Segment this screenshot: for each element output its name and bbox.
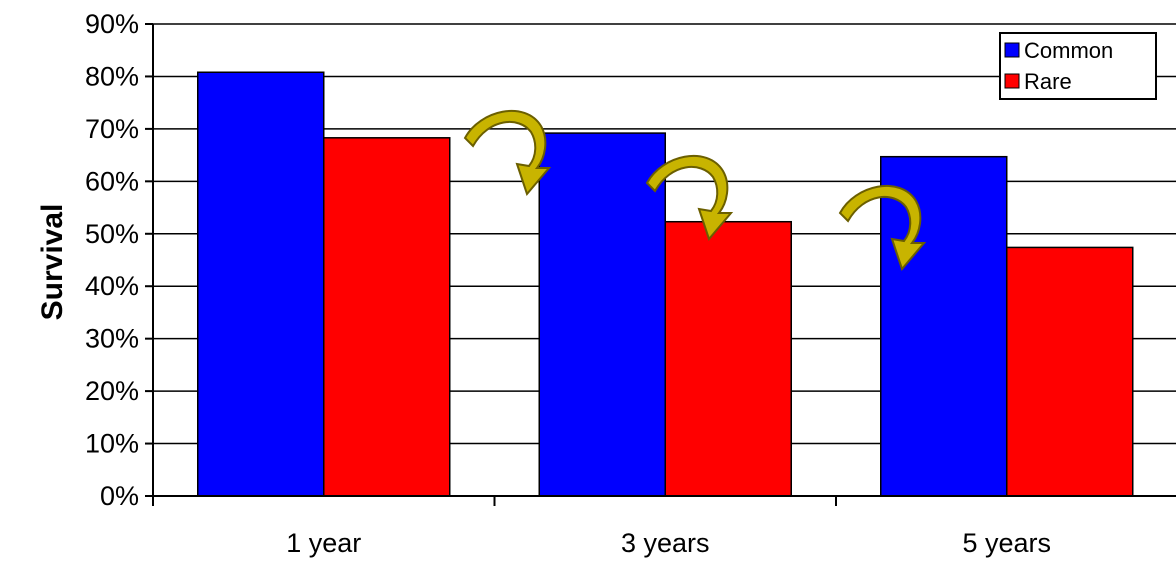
bar-rare-0 (323, 137, 451, 497)
x-axis-ticks: 1 year 3 years 5 years (152, 496, 1051, 558)
curved-arrow-icon (463, 110, 552, 197)
y-tick-label: 90% (85, 9, 139, 39)
bar-rare-2 (1006, 246, 1134, 497)
y-tick-label: 80% (85, 61, 139, 91)
y-tick-label: 0% (100, 481, 139, 511)
y-tick-label: 70% (85, 114, 139, 144)
x-tick-label: 1 year (286, 528, 361, 558)
y-tick-label: 40% (85, 271, 139, 301)
bars (197, 71, 1134, 497)
legend-label-common: Common (1024, 38, 1113, 63)
y-tick-label: 60% (85, 166, 139, 196)
curved-arrow-icon (645, 155, 734, 242)
annotation-arrows (463, 110, 927, 272)
bar-rare-1 (664, 220, 792, 497)
y-tick-label: 50% (85, 219, 139, 249)
bar-common-2 (880, 155, 1008, 497)
y-tick-label: 10% (85, 429, 139, 459)
legend-label-rare: Rare (1024, 69, 1072, 94)
x-tick-label: 5 years (962, 528, 1051, 558)
y-tick-label: 20% (85, 376, 139, 406)
legend-swatch-common (1004, 42, 1020, 58)
legend: Common Rare (999, 32, 1157, 100)
curved-arrow-icon (838, 185, 927, 272)
axes (152, 24, 1176, 497)
y-axis-ticks: 0% 10% 20% 30% 40% 50% 60% 70% 80% 90% (85, 9, 153, 511)
y-axis-label: Survival (36, 204, 69, 321)
x-tick-label: 3 years (621, 528, 710, 558)
y-tick-label: 30% (85, 324, 139, 354)
bar-common-1 (538, 132, 666, 497)
bar-common-0 (197, 71, 325, 497)
legend-swatch-rare (1004, 73, 1020, 89)
legend-box (999, 32, 1157, 100)
